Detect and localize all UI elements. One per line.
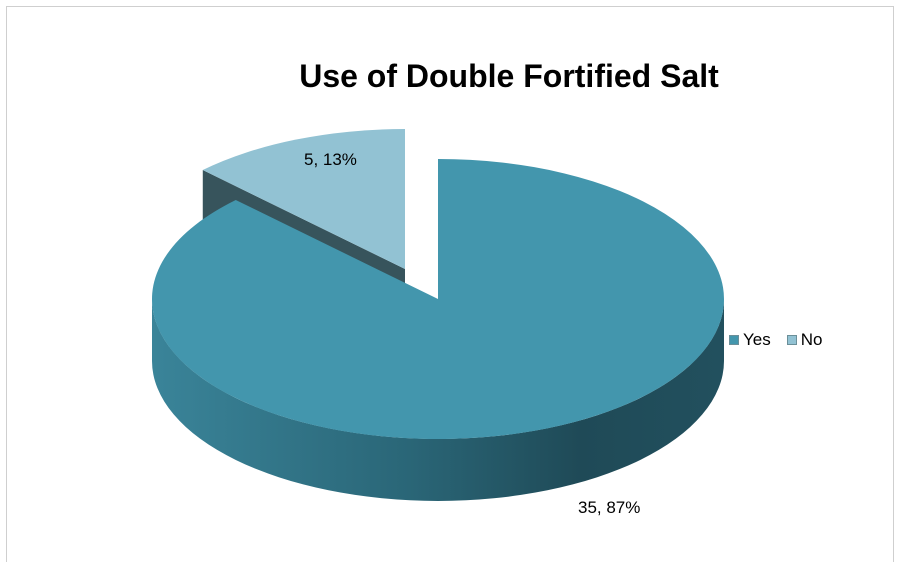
legend-swatch-no bbox=[786, 335, 797, 345]
legend-item-yes: Yes bbox=[729, 330, 771, 350]
legend-swatch-yes bbox=[729, 335, 739, 345]
chart-legend: Yes No bbox=[729, 330, 838, 350]
legend-item-no: No bbox=[786, 330, 823, 350]
slice-no bbox=[202, 129, 405, 269]
data-label-yes: 35, 87% bbox=[578, 498, 641, 517]
slice-yes bbox=[151, 159, 724, 439]
data-label-no: 5, 13% bbox=[304, 150, 357, 169]
legend-label-yes: Yes bbox=[743, 330, 771, 349]
legend-label-no: No bbox=[800, 330, 823, 349]
slice-yes-side bbox=[152, 299, 724, 501]
chart-title: Use of Double Fortified Salt bbox=[299, 58, 719, 94]
